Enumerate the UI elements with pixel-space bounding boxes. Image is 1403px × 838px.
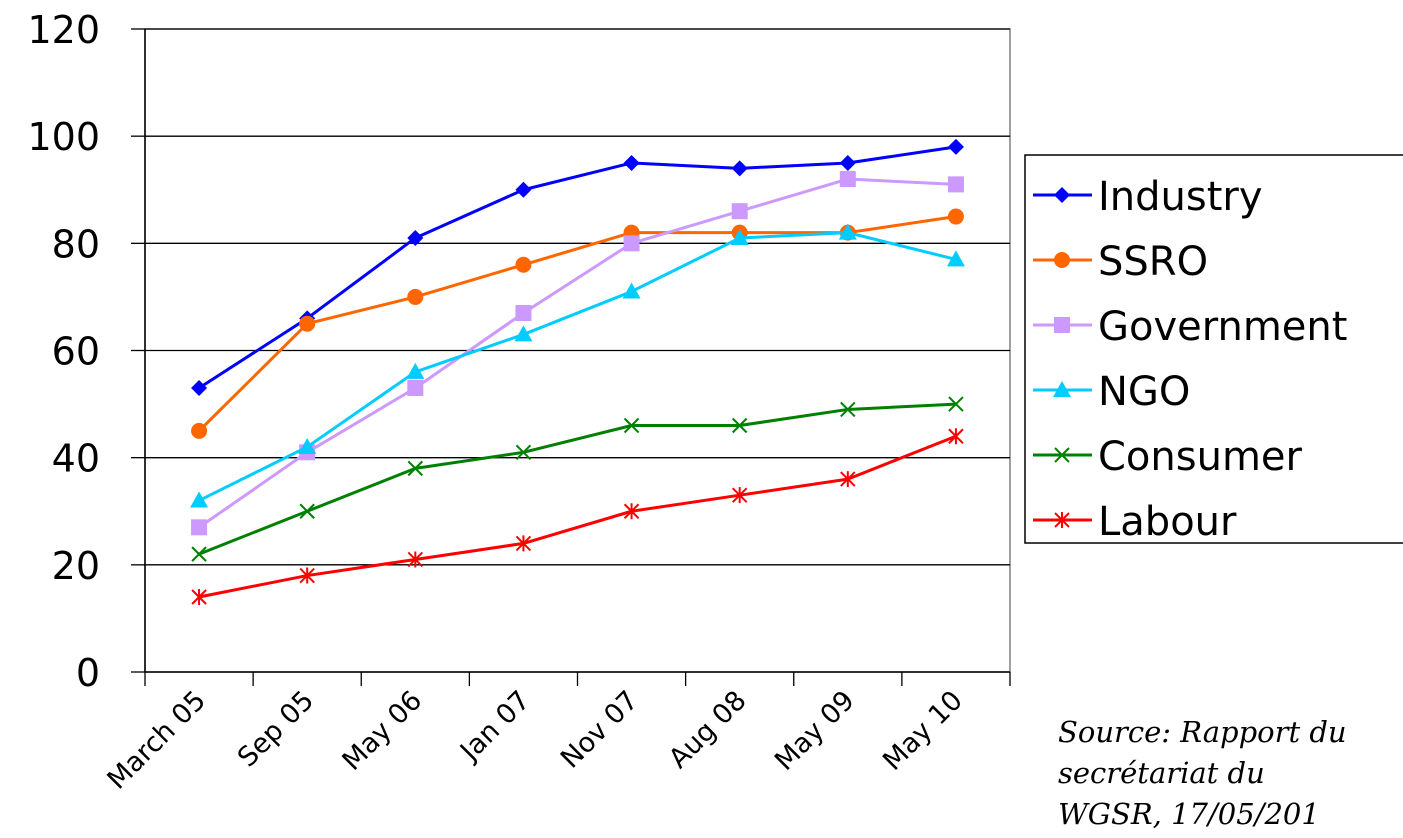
y-tick-label: 0 [76, 651, 100, 695]
x-tick-label: March 05 [102, 685, 212, 795]
legend-label-consumer: Consumer [1098, 434, 1303, 480]
marker-star [299, 567, 315, 584]
x-tick-label: Jan 07 [453, 685, 536, 768]
y-tick-label: 20 [52, 544, 100, 588]
source-note: Source: Rapport du secrétariat du WGSR, … [1058, 712, 1403, 835]
marker-triangle [190, 491, 209, 508]
y-tick-label: 80 [52, 222, 100, 266]
marker-diamond [731, 160, 748, 177]
series-labour [191, 428, 964, 605]
legend-label-industry: Industry [1098, 174, 1263, 220]
x-tick-label: Aug 08 [663, 685, 753, 775]
series-line-industry [198, 145, 957, 390]
x-tick-label: May 09 [769, 685, 861, 777]
marker-diamond [623, 154, 640, 171]
marker-diamond [515, 181, 532, 198]
marker-x [299, 503, 315, 519]
marker-square [731, 203, 748, 220]
marker-x [407, 460, 424, 477]
legend-label-ssro: SSRO [1098, 239, 1208, 285]
marker-square [407, 380, 424, 397]
marker-star [840, 471, 856, 488]
marker-star [1054, 512, 1070, 528]
marker-diamond [407, 229, 424, 246]
legend-label-ngo: NGO [1098, 369, 1190, 415]
series-ngo [190, 223, 965, 508]
marker-star [731, 487, 748, 504]
marker-x [515, 444, 532, 461]
marker-triangle [730, 228, 749, 245]
marker-triangle [946, 250, 965, 267]
legend-entry-labour: Labour [1033, 499, 1237, 545]
x-tick-label: Sep 05 [232, 685, 320, 773]
marker-x [840, 401, 856, 418]
axes: 0 20 40 60 80 100 120 March 05 Sep 05 May 06 Jan 0… [27, 8, 1011, 796]
source-line-1: Source: Rapport du [1058, 715, 1347, 749]
y-tick-label: 120 [27, 8, 100, 52]
marker-diamond [1054, 187, 1070, 203]
marker-triangle [838, 223, 857, 240]
marker-x [948, 396, 964, 412]
marker-square [515, 304, 532, 321]
marker-square [947, 176, 964, 193]
marker-square [1054, 317, 1070, 333]
series-line-ngo [198, 231, 957, 502]
x-tick-label: May 10 [877, 685, 969, 777]
marker-x [1054, 447, 1070, 463]
marker-diamond [191, 380, 208, 397]
marker-triangle [514, 325, 533, 342]
y-tick-label: 60 [52, 330, 100, 374]
legend-entry-ngo: NGO [1033, 369, 1190, 415]
marker-circle [407, 288, 424, 305]
marker-x [191, 546, 207, 562]
marker-circle [299, 315, 316, 332]
marker-circle [947, 208, 964, 225]
legend-entry-consumer: Consumer [1033, 434, 1303, 480]
marker-star [407, 551, 424, 568]
marker-square [191, 519, 208, 536]
marker-triangle [406, 362, 425, 379]
series-group [190, 138, 965, 605]
legend-label-labour: Labour [1098, 499, 1237, 545]
legend-box [1024, 154, 1403, 544]
marker-star [191, 588, 207, 605]
marker-circle [515, 256, 532, 273]
legend-entry-industry: Industry [1033, 174, 1263, 220]
marker-square [623, 235, 640, 252]
marker-x [623, 417, 640, 434]
marker-circle [1054, 252, 1070, 268]
marker-square [839, 171, 856, 188]
gridlines [144, 28, 1011, 673]
y-tick-label: 100 [27, 115, 100, 159]
series-consumer [191, 396, 964, 562]
series-line-labour [198, 434, 957, 599]
marker-diamond [839, 154, 856, 171]
series-government [191, 171, 964, 536]
series-line-government [198, 177, 957, 529]
marker-diamond [947, 138, 964, 155]
legend-label-government: Government [1098, 304, 1347, 350]
marker-x [731, 417, 748, 434]
marker-triangle [622, 282, 641, 299]
source-line-2: secrétariat du [1058, 756, 1265, 790]
legend-entry-government: Government [1033, 304, 1347, 350]
marker-circle [191, 422, 208, 439]
marker-triangle [298, 437, 317, 454]
legend-entry-ssro: SSRO [1033, 239, 1208, 285]
marker-triangle [1053, 381, 1071, 397]
marker-star [948, 428, 964, 445]
source-line-3: WGSR, 17/05/201 [1058, 797, 1320, 831]
marker-star [515, 535, 532, 552]
legend: Industry SSRO Government NGO Consumer Labour [1024, 154, 1403, 545]
y-tick-label: 40 [52, 437, 100, 481]
x-tick-label: Nov 07 [555, 685, 645, 775]
series-line-consumer [198, 402, 957, 556]
x-tick-label: May 06 [337, 685, 429, 777]
marker-star [623, 503, 640, 520]
